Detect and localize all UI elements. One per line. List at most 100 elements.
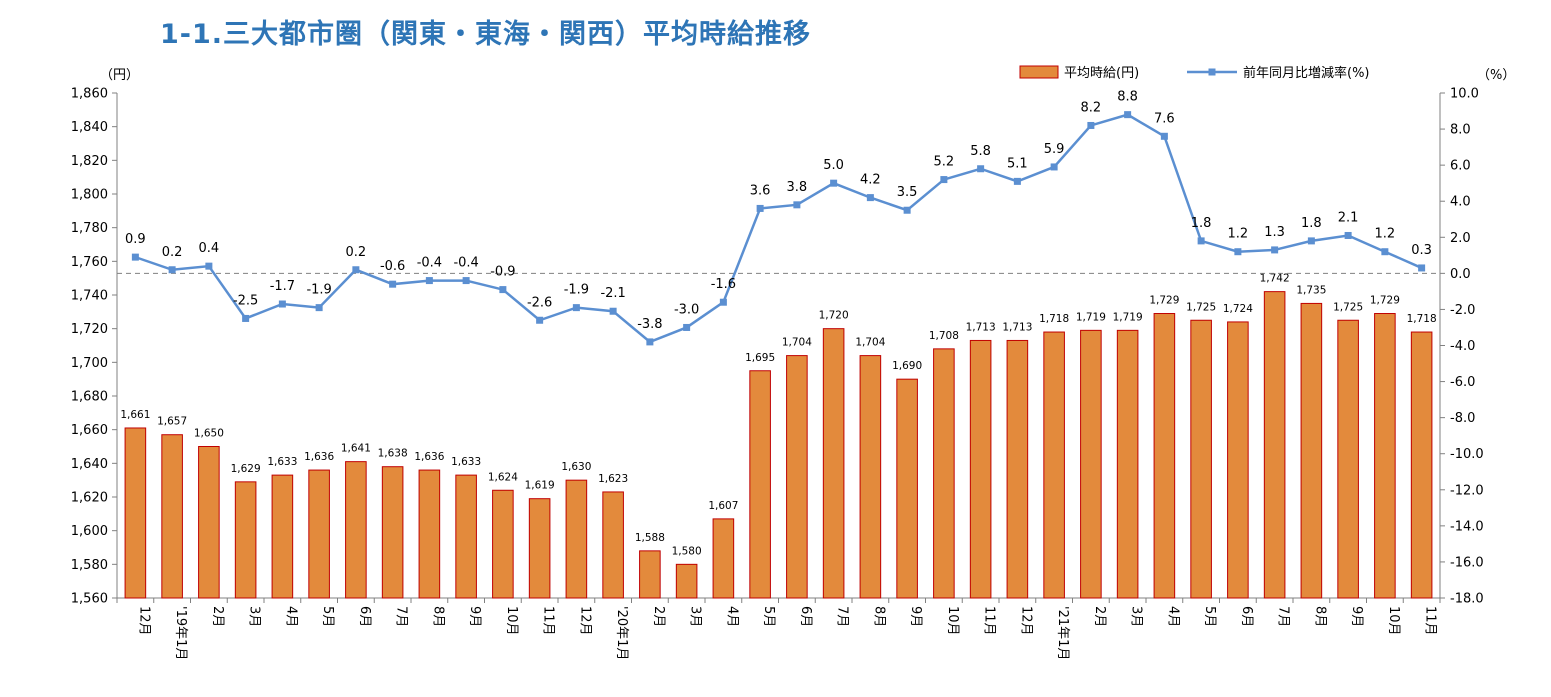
bar: [271, 474, 294, 599]
x-category-label: 5月: [1202, 606, 1217, 627]
line-point: [1197, 237, 1205, 245]
right-tick-label: 2.0: [1450, 231, 1471, 246]
x-category-label: 11月: [982, 606, 997, 636]
bar-data-label: 1,713: [966, 321, 996, 333]
bar: [749, 370, 771, 599]
bar: [859, 355, 882, 599]
bar: [1190, 319, 1212, 599]
line-data-label: -3.8: [637, 317, 662, 332]
bar-data-label: 1,636: [304, 451, 334, 463]
line-data-label: -0.9: [490, 265, 515, 280]
bar-data-label: 1,588: [635, 532, 665, 544]
left-tick-label: 1,740: [71, 289, 108, 304]
line-point: [977, 165, 985, 173]
right-axis-unit: （%）: [1477, 68, 1515, 83]
right-tick-label: -2.0: [1450, 303, 1475, 318]
line-data-label: 1.8: [1301, 216, 1322, 231]
left-tick-label: 1,860: [71, 87, 108, 102]
bar-data-label: 1,661: [120, 409, 150, 421]
line-point: [1418, 264, 1426, 272]
x-category-label: 12月: [1018, 606, 1033, 636]
bar-data-label: 1,718: [1407, 313, 1437, 325]
bar: [969, 339, 992, 599]
bar-data-label: 1,729: [1149, 295, 1179, 307]
right-tick-label: 10.0: [1450, 87, 1479, 102]
x-category-label: 11月: [1423, 606, 1438, 636]
left-tick-label: 1,560: [71, 592, 108, 607]
line-point: [499, 286, 507, 294]
left-tick-label: 1,800: [71, 188, 108, 203]
bar-data-label: 1,690: [892, 360, 922, 372]
bar-data-label: 1,636: [414, 451, 444, 463]
line-point: [1271, 246, 1279, 254]
x-category-label: 3月: [247, 606, 262, 627]
right-tick-label: -8.0: [1450, 411, 1475, 426]
x-category-label: 4月: [283, 606, 298, 627]
bar: [1374, 313, 1396, 599]
right-tick-label: -12.0: [1450, 483, 1484, 498]
x-category-label: '21年1月: [1055, 606, 1070, 660]
x-category-label: 10月: [504, 606, 519, 636]
x-category-label: 8月: [1312, 606, 1327, 627]
right-tick-label: -14.0: [1450, 519, 1484, 534]
x-category-label: 12月: [136, 606, 151, 636]
bar: [1227, 321, 1249, 599]
line-data-label: 2.1: [1338, 210, 1359, 225]
bar-data-label: 1,638: [378, 448, 408, 460]
bar: [381, 466, 404, 599]
line-data-label: 3.5: [897, 185, 918, 200]
bar-data-label: 1,633: [267, 456, 297, 468]
x-category-label: 5月: [761, 606, 776, 627]
line-data-label: 1.8: [1191, 216, 1212, 231]
line-data-label: 0.3: [1411, 243, 1432, 258]
line-point: [1013, 177, 1021, 185]
left-tick-label: 1,780: [71, 221, 108, 236]
line-data-label: 1.2: [1375, 227, 1396, 242]
left-tick-label: 1,700: [71, 356, 108, 371]
x-category-label: 8月: [430, 606, 445, 627]
left-tick-label: 1,580: [71, 558, 108, 573]
bar-data-label: 1,719: [1113, 311, 1143, 323]
line-point: [1087, 121, 1095, 129]
right-tick-label: -18.0: [1450, 592, 1484, 607]
line-data-label: -1.6: [711, 277, 736, 292]
x-category-label: 11月: [541, 606, 556, 636]
x-category-label: 2月: [651, 606, 666, 627]
bar: [712, 518, 735, 599]
legend-line-label: 前年同月比増減率(%): [1243, 65, 1370, 81]
line-data-label: -2.6: [527, 295, 552, 310]
x-category-label: 9月: [467, 606, 482, 627]
right-tick-label: 6.0: [1450, 159, 1471, 174]
line-point: [719, 298, 727, 306]
line-point: [830, 179, 838, 187]
line-point: [903, 206, 911, 214]
legend-bar-label: 平均時給(円): [1064, 66, 1139, 81]
line-data-label: 3.8: [787, 180, 808, 195]
line-point: [131, 253, 139, 261]
x-category-label: '19年1月: [173, 606, 188, 660]
line-point: [168, 266, 176, 274]
x-category-label: 5月: [320, 606, 335, 627]
bar-data-label: 1,650: [194, 428, 224, 440]
line-data-label: -1.7: [270, 279, 295, 294]
bar-data-label: 1,725: [1186, 301, 1216, 313]
bar-data-label: 1,623: [598, 473, 628, 485]
line-data-label: 0.4: [199, 241, 220, 256]
line-point: [1381, 248, 1389, 256]
x-category-label: 4月: [724, 606, 739, 627]
left-tick-label: 1,720: [71, 322, 108, 337]
x-category-label: 8月: [871, 606, 886, 627]
x-category-label: 6月: [357, 606, 372, 627]
bar-data-label: 1,657: [157, 416, 187, 428]
x-category-label: 10月: [1386, 606, 1401, 636]
line-point: [278, 300, 286, 308]
bar-data-label: 1,713: [1002, 321, 1032, 333]
line-point: [1124, 111, 1132, 119]
line-data-label: 5.0: [823, 158, 844, 173]
bar: [1300, 302, 1323, 599]
line-data-label: -1.9: [564, 283, 589, 298]
right-tick-label: 8.0: [1450, 123, 1471, 138]
bar-data-label: 1,742: [1260, 273, 1290, 285]
bar: [565, 479, 588, 599]
